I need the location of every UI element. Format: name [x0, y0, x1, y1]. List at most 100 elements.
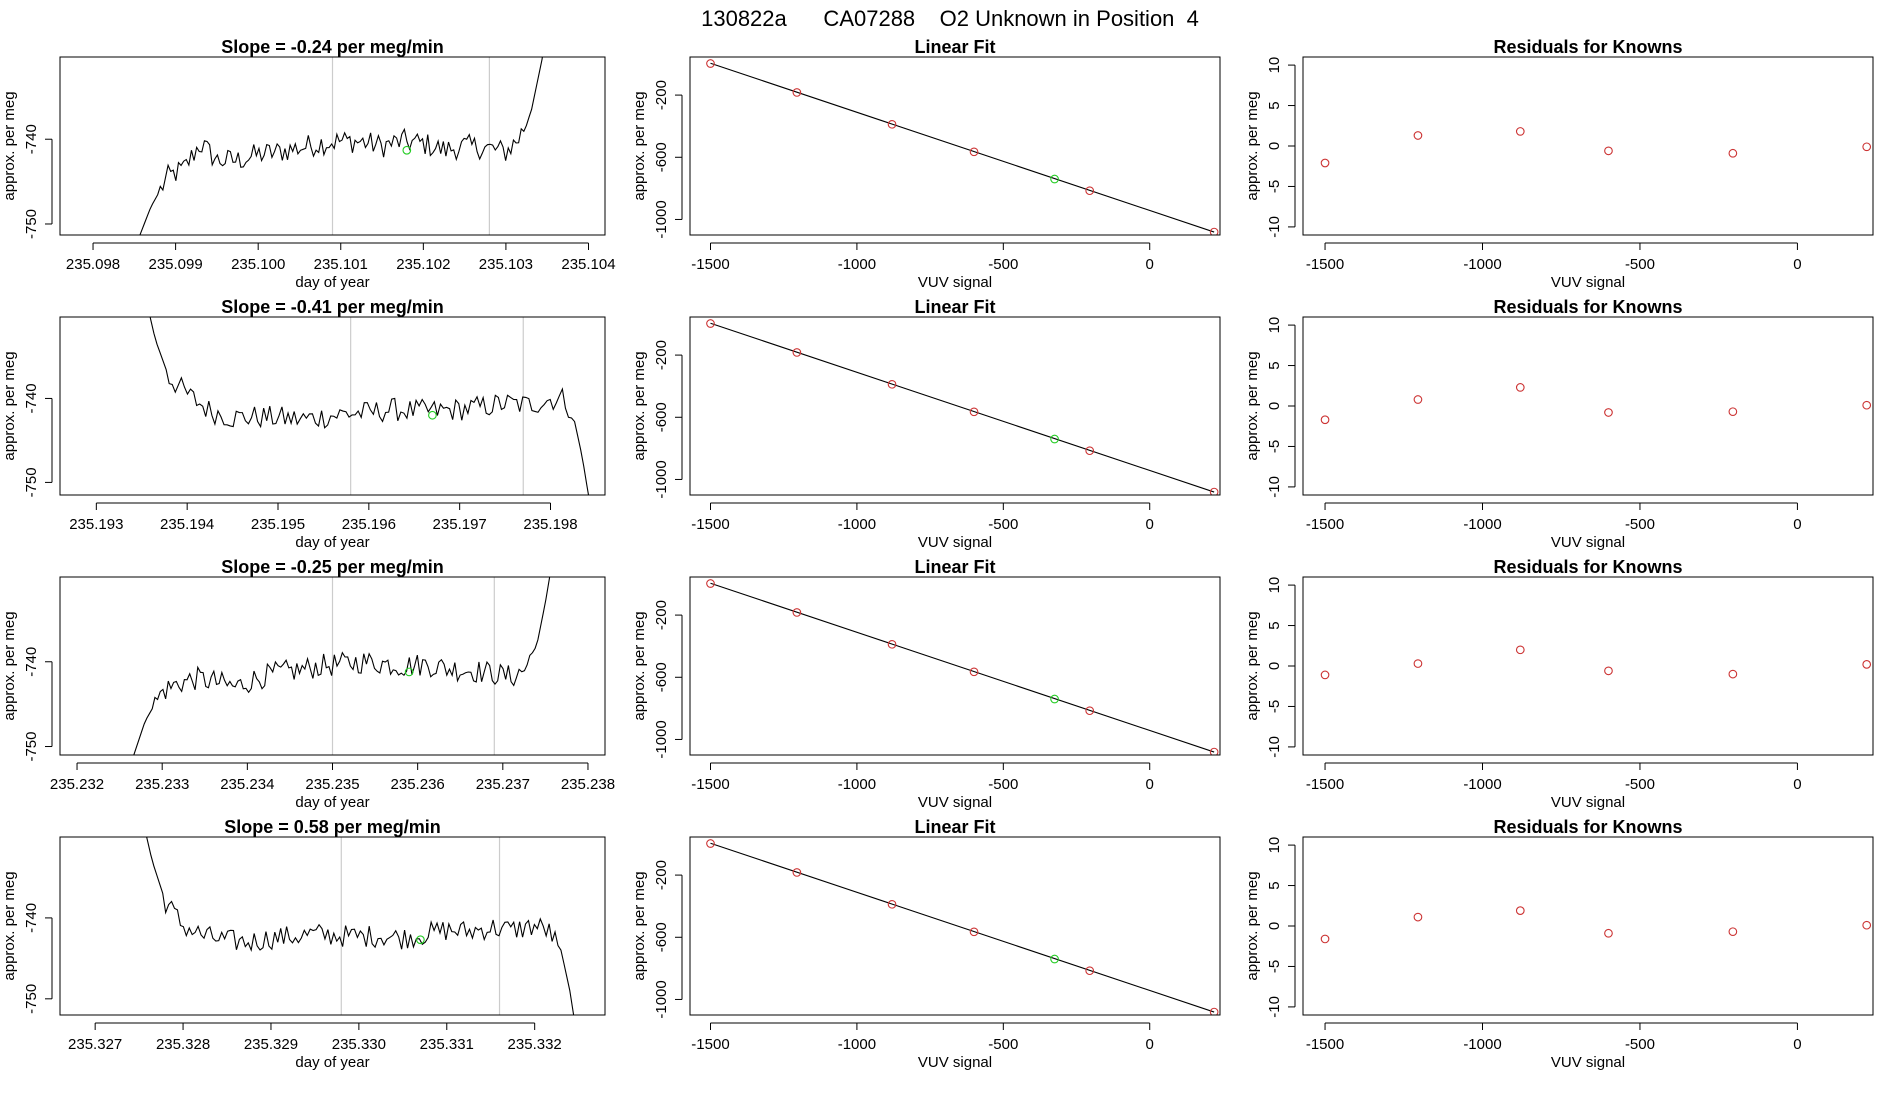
x-tick-label: 235.327 [68, 1036, 122, 1053]
x-tick-label: 235.098 [66, 256, 120, 273]
x-tick-label: 235.237 [476, 776, 530, 793]
x-tick-label: 235.194 [160, 516, 214, 533]
x-tick-label: -1000 [1463, 256, 1501, 273]
x-axis-label: VUV signal [1551, 274, 1625, 291]
unknown-point [1050, 174, 1059, 184]
known-point [1320, 415, 1330, 425]
y-axis-label: approx. per meg [631, 351, 648, 460]
plot-frame [1302, 836, 1874, 1016]
panel-3-1: Slope = -0.25 per meg/min 235.232 235.233 2… [1, 557, 615, 811]
known-point [706, 839, 715, 848]
y-axis-label: approx. per meg [1, 871, 18, 980]
x-tick-label: 235.330 [332, 1036, 386, 1053]
x-axis-label: VUV signal [1551, 794, 1625, 811]
x-tick-label: -1000 [838, 516, 876, 533]
known-point [1413, 912, 1423, 922]
x-axis-label: VUV signal [918, 534, 992, 551]
y-axis-label: approx. per meg [1244, 611, 1261, 720]
known-point [706, 579, 715, 588]
plot-area [706, 579, 1219, 755]
y-tick-label: -600 [653, 142, 670, 172]
panel-2-3: Residuals for Knowns -1500 -1000 -500 0 VUV s… [1244, 297, 1874, 551]
y-tick-label: -10 [1266, 476, 1283, 498]
x-tick-label: 0 [1793, 776, 1801, 793]
y-tick-label: 5 [1266, 101, 1283, 109]
known-point [1604, 928, 1613, 938]
x-tick-label: 235.099 [148, 256, 202, 273]
y-tick-label: -740 [23, 124, 40, 154]
x-tick-label: -500 [1625, 256, 1655, 273]
known-point [1862, 920, 1872, 930]
panel-1-1: Slope = -0.24 per meg/min 235.098 235.099 2… [1, 37, 616, 291]
y-tick-label: -740 [23, 647, 40, 677]
panel-1-3: Residuals for Knowns -1500 -1000 -500 0 VUV s… [1244, 37, 1874, 291]
unknown-point [402, 145, 412, 155]
x-tick-label: -1500 [1306, 516, 1344, 533]
known-point [1413, 659, 1423, 668]
panel-4-1: Slope = 0.58 per meg/min 235.327 235.328 23… [1, 817, 606, 1071]
y-tick-label: -5 [1266, 960, 1283, 973]
x-tick-label: 235.238 [561, 776, 615, 793]
x-tick-label: -1500 [1306, 776, 1344, 793]
x-tick-label: 0 [1146, 516, 1154, 533]
plot-area [133, 577, 551, 755]
x-tick-label: 235.101 [314, 256, 368, 273]
trace-line [133, 577, 551, 755]
y-tick-label: -5 [1266, 700, 1283, 713]
known-point [1515, 645, 1525, 655]
unknown-point [428, 410, 437, 420]
chart-title: Linear Fit [914, 557, 995, 577]
known-point [792, 608, 802, 617]
plot-frame [1302, 576, 1874, 756]
known-point [969, 407, 979, 417]
y-tick-label: -600 [653, 662, 670, 692]
plot-area [146, 837, 575, 1015]
unknown-point [1050, 694, 1059, 704]
x-tick-label: -500 [988, 256, 1018, 273]
known-point [706, 319, 715, 328]
panel-4-3: Residuals for Knowns -1500 -1000 -500 0 VUV s… [1244, 817, 1874, 1071]
x-axis-label: VUV signal [1551, 1054, 1625, 1071]
plot-area [706, 839, 1219, 1015]
y-tick-label: -200 [653, 340, 670, 370]
x-tick-label: 235.332 [508, 1036, 562, 1053]
y-tick-label: 0 [1266, 142, 1283, 150]
y-axis-label: approx. per meg [1244, 871, 1261, 980]
chart-title: Slope = -0.41 per meg/min [221, 297, 444, 317]
chart-title: Linear Fit [914, 297, 995, 317]
y-tick-label: -750 [23, 467, 40, 497]
known-point [1413, 131, 1423, 140]
x-tick-label: 235.232 [50, 776, 104, 793]
chart-title: Residuals for Knowns [1493, 297, 1682, 317]
x-tick-label: -1000 [838, 1036, 876, 1053]
x-tick-label: 235.236 [391, 776, 445, 793]
x-tick-label: 0 [1793, 1036, 1801, 1053]
y-tick-label: -200 [653, 80, 670, 110]
plot-frame [1302, 56, 1874, 236]
x-tick-label: 0 [1793, 516, 1801, 533]
x-tick-label: -1500 [691, 1036, 729, 1053]
known-point [1320, 934, 1330, 944]
x-tick-label: 235.100 [231, 256, 285, 273]
x-tick-label: 235.234 [220, 776, 274, 793]
y-tick-label: -10 [1266, 996, 1283, 1018]
x-tick-label: -1500 [1306, 1036, 1344, 1053]
y-tick-label: -740 [23, 383, 40, 413]
known-point [887, 639, 897, 649]
known-point [1604, 408, 1613, 417]
y-tick-label: 5 [1266, 621, 1283, 629]
x-tick-label: 235.329 [244, 1036, 298, 1053]
x-tick-label: 235.235 [305, 776, 359, 793]
known-point [1320, 158, 1330, 168]
known-point [1085, 446, 1095, 456]
x-tick-label: -1000 [1463, 776, 1501, 793]
chart-title: Residuals for Knowns [1493, 557, 1682, 577]
plot-frame [1302, 316, 1874, 496]
x-tick-label: -500 [988, 516, 1018, 533]
fit-line [710, 62, 1215, 233]
x-tick-label: 235.104 [561, 256, 615, 273]
known-point [969, 927, 979, 937]
panel-1-2: Linear Fit -1500 -1000 -500 0 VUV signal -1000… [631, 37, 1221, 291]
